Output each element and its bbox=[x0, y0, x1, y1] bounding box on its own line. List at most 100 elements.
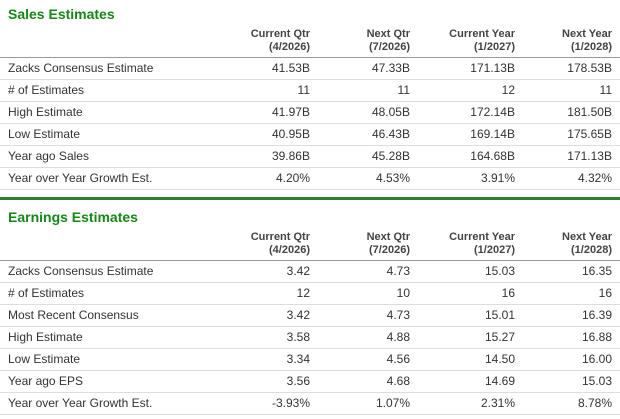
column-label: Next Qtr bbox=[366, 28, 410, 40]
row-label: Year ago EPS bbox=[0, 370, 230, 393]
column-period: (7/2026) bbox=[369, 244, 410, 256]
earnings-table-body: Zacks Consensus Estimate 3.42 4.73 15.03 16.… bbox=[0, 260, 620, 415]
row-value: 2.31% bbox=[410, 392, 515, 415]
row-value: 4.56 bbox=[310, 348, 410, 371]
row-value: 3.91% bbox=[410, 167, 515, 190]
row-value: 3.34 bbox=[230, 348, 310, 371]
row-label: Year over Year Growth Est. bbox=[0, 392, 230, 415]
row-value: 171.13B bbox=[410, 57, 515, 80]
column-label: Next Qtr bbox=[366, 231, 410, 243]
row-value: 12 bbox=[230, 282, 310, 305]
table-row: Low Estimate 3.34 4.56 14.50 16.00 bbox=[0, 348, 620, 371]
row-value: 11 bbox=[515, 79, 620, 102]
earnings-section-title: Earnings Estimates bbox=[8, 209, 138, 225]
row-value: 169.14B bbox=[410, 123, 515, 146]
row-value: 48.05B bbox=[310, 101, 410, 124]
row-value: 14.50 bbox=[410, 348, 515, 371]
column-header: Current Year (1/2027) bbox=[410, 227, 515, 261]
column-label: Current Qtr bbox=[250, 231, 310, 243]
row-value: 4.53% bbox=[310, 167, 410, 190]
row-value: 16 bbox=[515, 282, 620, 305]
row-value: 3.42 bbox=[230, 260, 310, 283]
row-value: 45.28B bbox=[310, 145, 410, 168]
row-label: # of Estimates bbox=[0, 282, 230, 305]
earnings-estimates-section: Earnings Estimates Current Qtr (4/2026) … bbox=[0, 209, 620, 415]
sales-estimates-section: Sales Estimates Current Qtr (4/2026) Nex… bbox=[0, 6, 620, 190]
row-value: 4.68 bbox=[310, 370, 410, 393]
column-header: Current Qtr (4/2026) bbox=[230, 227, 310, 261]
column-period: (7/2026) bbox=[369, 41, 410, 53]
table-row: Year over Year Growth Est. -3.93% 1.07% 2.3… bbox=[0, 392, 620, 415]
row-value: 4.32% bbox=[515, 167, 620, 190]
row-value: 16.88 bbox=[515, 326, 620, 349]
table-row: Year over Year Growth Est. 4.20% 4.53% 3.91… bbox=[0, 167, 620, 190]
sales-section-title: Sales Estimates bbox=[8, 6, 115, 22]
column-period: (1/2028) bbox=[571, 41, 612, 53]
column-header: Next Qtr (7/2026) bbox=[310, 227, 410, 261]
column-period: (4/2026) bbox=[269, 244, 310, 256]
sales-table-body: Zacks Consensus Estimate 41.53B 47.33B 171.… bbox=[0, 57, 620, 190]
header-spacer bbox=[0, 24, 230, 58]
table-row: # of Estimates 12 10 16 16 bbox=[0, 282, 620, 305]
row-label: Year over Year Growth Est. bbox=[0, 167, 230, 190]
column-label: Current Year bbox=[449, 231, 515, 243]
earnings-estimates-table: Current Qtr (4/2026) Next Qtr (7/2026) C… bbox=[0, 227, 620, 415]
column-period: (1/2027) bbox=[474, 244, 515, 256]
row-value: 4.20% bbox=[230, 167, 310, 190]
row-value: 11 bbox=[310, 79, 410, 102]
row-label: Zacks Consensus Estimate bbox=[0, 57, 230, 80]
row-value: 10 bbox=[310, 282, 410, 305]
row-label: Year ago Sales bbox=[0, 145, 230, 168]
row-value: 41.53B bbox=[230, 57, 310, 80]
row-value: 3.42 bbox=[230, 304, 310, 327]
row-value: 4.73 bbox=[310, 304, 410, 327]
row-value: 15.03 bbox=[410, 260, 515, 283]
section-divider bbox=[0, 197, 620, 200]
column-header: Next Qtr (7/2026) bbox=[310, 24, 410, 58]
table-row: Zacks Consensus Estimate 41.53B 47.33B 171.… bbox=[0, 57, 620, 80]
table-row: High Estimate 3.58 4.88 15.27 16.88 bbox=[0, 326, 620, 349]
row-value: 181.50B bbox=[515, 101, 620, 124]
row-value: 164.68B bbox=[410, 145, 515, 168]
sales-estimates-table: Current Qtr (4/2026) Next Qtr (7/2026) C… bbox=[0, 24, 620, 190]
table-row: Most Recent Consensus 3.42 4.73 15.01 16.39 bbox=[0, 304, 620, 327]
row-value: 46.43B bbox=[310, 123, 410, 146]
row-value: 178.53B bbox=[515, 57, 620, 80]
row-value: 171.13B bbox=[515, 145, 620, 168]
row-label: Most Recent Consensus bbox=[0, 304, 230, 327]
column-header: Next Year (1/2028) bbox=[515, 227, 620, 261]
column-header: Current Qtr (4/2026) bbox=[230, 24, 310, 58]
row-value: 1.07% bbox=[310, 392, 410, 415]
row-value: 47.33B bbox=[310, 57, 410, 80]
row-label: Zacks Consensus Estimate bbox=[0, 260, 230, 283]
row-value: 40.95B bbox=[230, 123, 310, 146]
row-label: Low Estimate bbox=[0, 123, 230, 146]
row-value: 4.88 bbox=[310, 326, 410, 349]
row-label: Low Estimate bbox=[0, 348, 230, 371]
row-value: 16.00 bbox=[515, 348, 620, 371]
table-row: Year ago Sales 39.86B 45.28B 164.68B 171.13B bbox=[0, 145, 620, 168]
row-value: 16.39 bbox=[515, 304, 620, 327]
row-value: 172.14B bbox=[410, 101, 515, 124]
header-spacer bbox=[0, 227, 230, 261]
table-row: Zacks Consensus Estimate 3.42 4.73 15.03 16.… bbox=[0, 260, 620, 283]
column-period: (1/2028) bbox=[571, 244, 612, 256]
row-value: 16.35 bbox=[515, 260, 620, 283]
table-row: Year ago EPS 3.56 4.68 14.69 15.03 bbox=[0, 370, 620, 393]
column-period: (1/2027) bbox=[474, 41, 515, 53]
row-value: 39.86B bbox=[230, 145, 310, 168]
row-value: 11 bbox=[230, 79, 310, 102]
earnings-header-row: Current Qtr (4/2026) Next Qtr (7/2026) C… bbox=[0, 227, 620, 261]
table-row: # of Estimates 11 11 12 11 bbox=[0, 79, 620, 102]
table-row: Low Estimate 40.95B 46.43B 169.14B 175.65B bbox=[0, 123, 620, 146]
row-value: 12 bbox=[410, 79, 515, 102]
row-value: 16 bbox=[410, 282, 515, 305]
row-value: 8.78% bbox=[515, 392, 620, 415]
row-value: 41.97B bbox=[230, 101, 310, 124]
sales-header-row: Current Qtr (4/2026) Next Qtr (7/2026) C… bbox=[0, 24, 620, 58]
row-label: High Estimate bbox=[0, 101, 230, 124]
column-label: Next Year bbox=[562, 231, 612, 243]
column-header: Current Year (1/2027) bbox=[410, 24, 515, 58]
column-period: (4/2026) bbox=[269, 41, 310, 53]
row-label: # of Estimates bbox=[0, 79, 230, 102]
